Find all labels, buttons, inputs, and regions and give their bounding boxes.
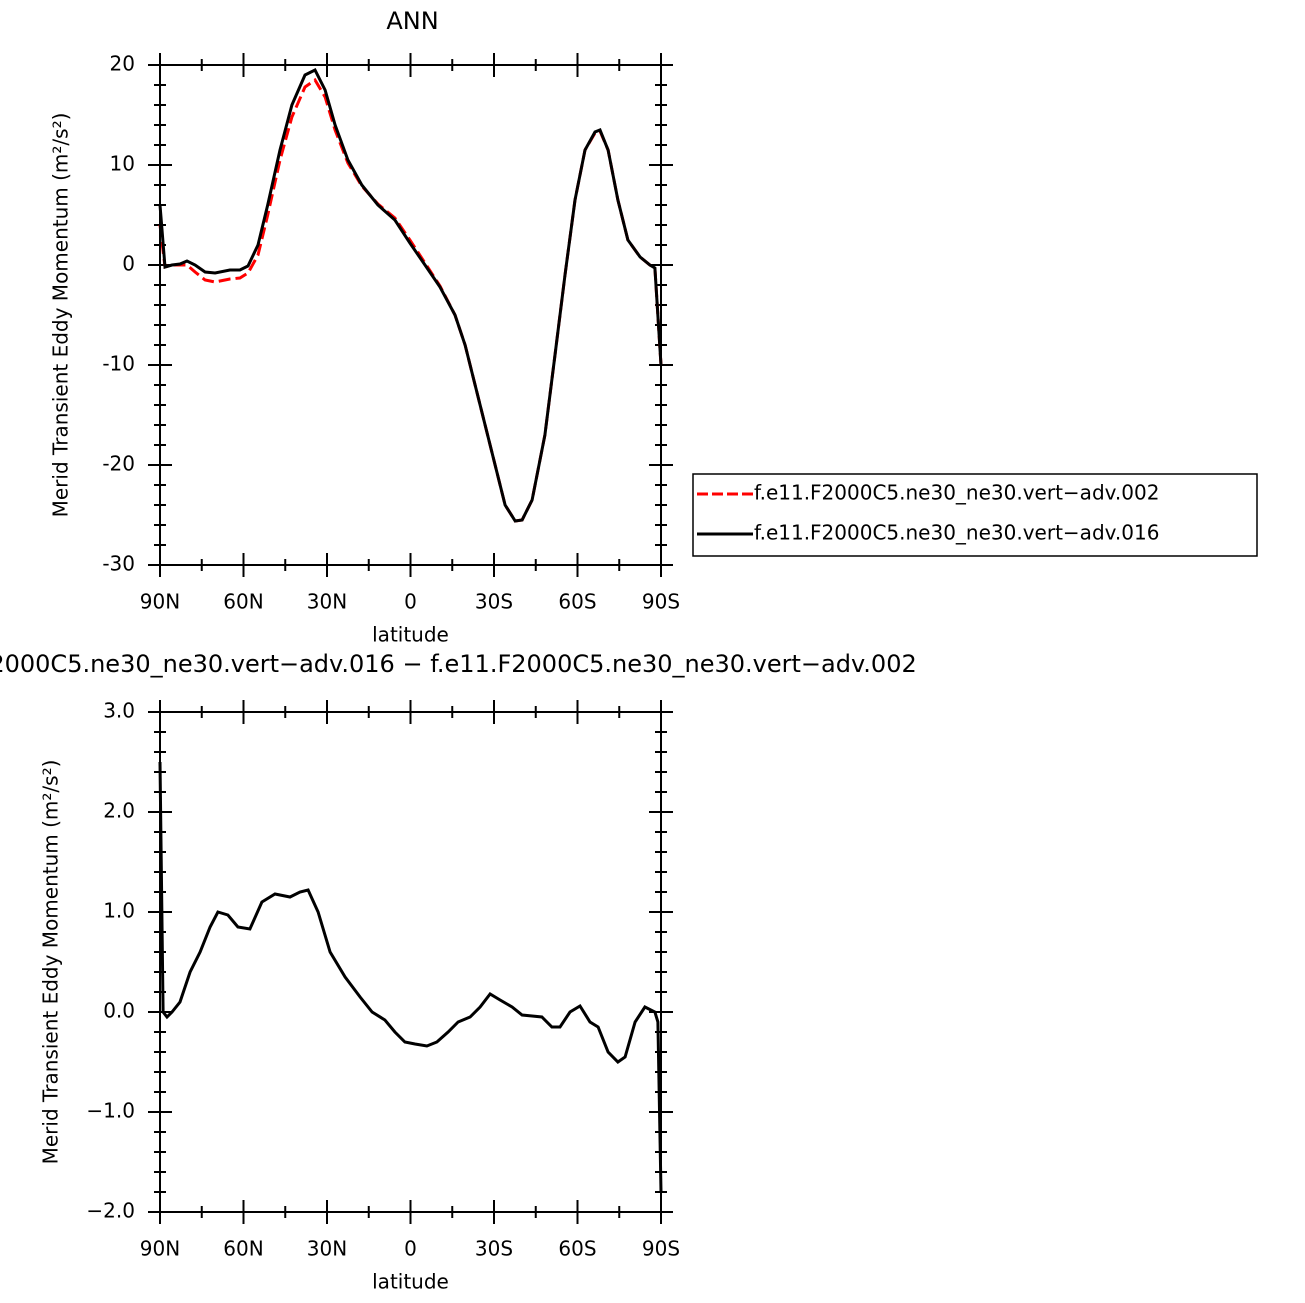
- x-tick-label: 90S: [642, 1237, 680, 1261]
- y-tick-label: 10: [110, 152, 135, 176]
- y-tick-label: 20: [110, 52, 135, 76]
- data-line: [158, 67, 663, 523]
- y-tick-label: −2.0: [86, 1199, 135, 1223]
- x-tick-label: 30S: [475, 1237, 513, 1261]
- x-tick-label: 60N: [223, 590, 263, 614]
- plot-frame: [159, 711, 662, 1213]
- y-tick-label: −1.0: [86, 1099, 135, 1123]
- y-tick-label: 1.0: [103, 899, 135, 923]
- y-tick-label: 2.0: [103, 799, 135, 823]
- y-axis-label: Merid Transient Eddy Momentum (m²/s²): [39, 760, 63, 1165]
- x-tick-label: 0: [404, 1237, 417, 1261]
- data-line: [158, 761, 663, 1193]
- x-tick-label: 60N: [223, 1237, 263, 1261]
- data-line: [158, 77, 663, 523]
- x-tick-label: 30S: [475, 590, 513, 614]
- x-tick-label: 90S: [642, 590, 680, 614]
- x-tick-label: 30N: [307, 1237, 347, 1261]
- chart-title: ANN: [386, 7, 438, 35]
- y-axis-label: Merid Transient Eddy Momentum (m²/s²): [49, 113, 73, 518]
- chart-title: f.e11.F2000C5.ne30_ne30.vert−adv.016 − f…: [0, 650, 917, 678]
- y-tick-label: -10: [102, 352, 135, 376]
- legend-label: f.e11.F2000C5.ne30_ne30.vert−adv.002: [754, 481, 1159, 505]
- x-tick-label: 0: [404, 590, 417, 614]
- x-tick-label: 90N: [140, 590, 180, 614]
- x-tick-label: 90N: [140, 1237, 180, 1261]
- x-axis-label: latitude: [372, 1270, 449, 1294]
- x-axis-label: latitude: [372, 623, 449, 647]
- plot-frame: [159, 64, 662, 566]
- y-tick-label: 0: [122, 252, 135, 276]
- y-tick-label: -30: [102, 552, 135, 576]
- x-tick-label: 60S: [558, 1237, 596, 1261]
- y-tick-label: -20: [102, 452, 135, 476]
- legend-box: [692, 473, 1258, 557]
- x-tick-label: 30N: [307, 590, 347, 614]
- y-tick-label: 3.0: [103, 699, 135, 723]
- legend-label: f.e11.F2000C5.ne30_ne30.vert−adv.016: [754, 521, 1159, 545]
- x-tick-label: 60S: [558, 590, 596, 614]
- y-tick-label: 0.0: [103, 999, 135, 1023]
